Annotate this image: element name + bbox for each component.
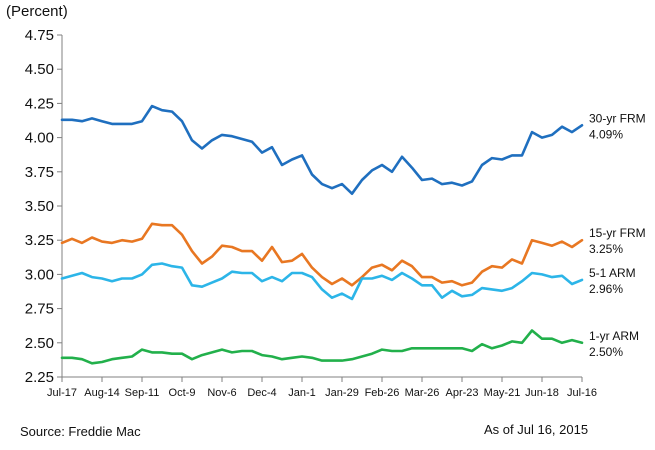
y-tick-label: 2.75: [25, 301, 54, 318]
as-of-date: As of Jul 16, 2015: [484, 422, 589, 437]
y-tick-label: 4.75: [25, 27, 54, 44]
y-tick-label: 3.00: [25, 266, 54, 283]
y-tick-label: 3.50: [25, 198, 54, 215]
series-name-15-yr-frm: 15-yr FRM: [589, 226, 646, 240]
axes: [57, 34, 583, 382]
series-line-5-1-arm: [60, 262, 584, 301]
x-tick-label: Jan-29: [325, 387, 359, 399]
series-line-1-yr-arm: [60, 329, 584, 365]
series-last-value-30-yr-frm: 4.09%: [589, 127, 623, 141]
y-tick-label: 2.25: [25, 369, 54, 386]
x-tick-label: Nov-6: [207, 387, 236, 399]
x-tick-label: Jan-1: [288, 387, 316, 399]
y-tick-label: 4.00: [25, 130, 54, 147]
x-tick-label: May-21: [484, 387, 521, 399]
x-tick-label: Mar-26: [405, 387, 440, 399]
y-axis-unit-label: (Percent): [6, 3, 68, 20]
x-tick-label: Jul-16: [567, 387, 597, 399]
series-end-labels: 30-yr FRM 4.09% 15-yr FRM 3.25% 5-1 ARM 2.96%…: [589, 111, 646, 359]
x-tick-label: Aug-14: [84, 387, 119, 399]
source-note: Source: Freddie Mac: [20, 424, 141, 439]
series-line-15-yr-frm: [60, 222, 584, 287]
y-tick-label: 3.25: [25, 232, 54, 249]
series-last-value-5-1-arm: 2.96%: [589, 282, 623, 296]
series-name-1-yr-arm: 1-yr ARM: [589, 329, 639, 343]
series-lines: [60, 104, 584, 365]
series-line-30-yr-frm: [60, 104, 584, 195]
series-last-value-1-yr-arm: 2.50%: [589, 345, 623, 359]
x-tick-label: Feb-26: [365, 387, 400, 399]
x-tick-label: Oct-9: [169, 387, 196, 399]
y-tick-labels: 4.75 4.50 4.25 4.00 3.75 3.50 3.25 3.00 2.75 2.50…: [25, 27, 54, 386]
series-last-value-15-yr-frm: 3.25%: [589, 242, 623, 256]
x-tick-label: Sep-11: [125, 387, 160, 399]
x-tick-label: Jun-18: [525, 387, 559, 399]
y-tick-label: 4.25: [25, 95, 54, 112]
x-tick-label: Jul-17: [47, 387, 77, 399]
x-tick-label: Apr-23: [445, 387, 478, 399]
series-name-30-yr-frm: 30-yr FRM: [589, 111, 646, 125]
y-tick-label: 2.50: [25, 335, 54, 352]
x-tick-label: Dec-4: [247, 387, 276, 399]
y-tick-label: 4.50: [25, 61, 54, 78]
x-tick-labels: Jul-17 Aug-14 Sep-11 Oct-9 Nov-6 Dec-4 Jan-1 Ja…: [47, 387, 597, 399]
series-name-5-1-arm: 5-1 ARM: [589, 266, 636, 280]
y-tick-label: 3.75: [25, 164, 54, 181]
